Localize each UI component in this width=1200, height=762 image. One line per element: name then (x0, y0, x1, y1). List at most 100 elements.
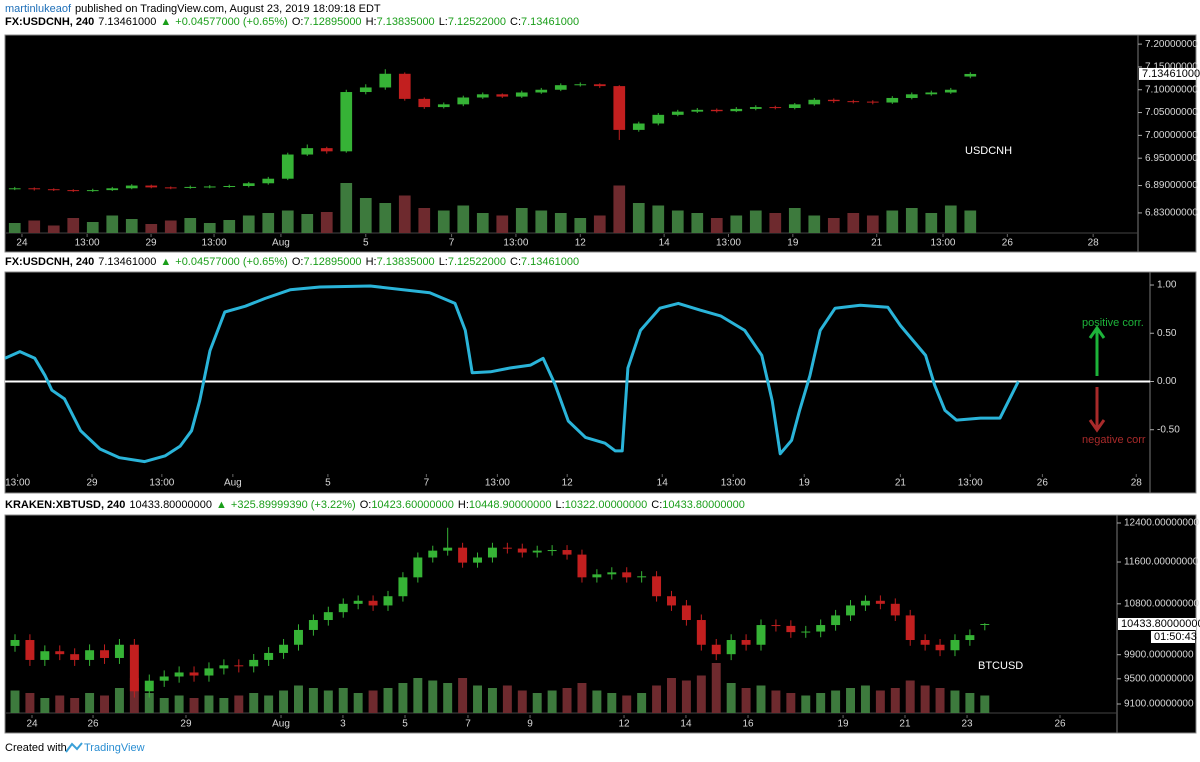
candle-body (437, 104, 450, 108)
candle-body (487, 547, 497, 558)
volume-bar (383, 688, 393, 713)
x-tick-label: 23 (961, 719, 973, 730)
candle-body (189, 672, 199, 676)
x-tick-label: 5 (402, 719, 408, 730)
info-part: +325.89999390 (+3.22%) (231, 499, 356, 511)
volume-bar (652, 205, 665, 233)
volume-bar (47, 225, 60, 233)
author[interactable]: martinlukeaof (5, 3, 72, 15)
volume-bar (379, 203, 392, 233)
y-tick-label: 7.05000000 (1145, 107, 1198, 118)
candle-body (711, 644, 721, 655)
candle-body (517, 548, 527, 553)
volume-bar (547, 690, 557, 713)
candle-body (574, 84, 587, 86)
volume-bar (234, 695, 244, 713)
candle-body (184, 186, 197, 188)
candle-body (860, 600, 870, 606)
candle-body (671, 111, 684, 115)
info-part: FX:USDCNH, 240 (5, 256, 94, 268)
volume-bar (320, 212, 333, 233)
candle-body (944, 89, 957, 93)
candle-body (875, 600, 885, 604)
candle-body (476, 94, 489, 98)
candle-body (144, 680, 154, 692)
footer-prefix: Created with (5, 742, 67, 754)
volume-bar (8, 223, 21, 233)
candle-body (950, 640, 960, 651)
candle-body (696, 620, 706, 645)
candle-body (749, 107, 762, 109)
y-tick-label: 6.83000000 (1145, 208, 1198, 219)
volume-bar (203, 223, 216, 233)
tradingview-logo (65, 742, 83, 753)
volume-bar (816, 693, 826, 713)
y-tick-label: 9500.00000000 (1124, 673, 1194, 684)
volume-bar (144, 693, 154, 713)
volume-bar (242, 215, 255, 233)
volume-bar (771, 690, 781, 713)
footer-brand[interactable]: TradingView (84, 742, 145, 754)
volume-bar (554, 213, 567, 233)
candle-body (413, 557, 423, 578)
y-tick-label: 0.00 (1157, 376, 1177, 387)
volume-bar (593, 215, 606, 233)
x-tick-label: 21 (895, 478, 907, 489)
volume-bar (279, 690, 289, 713)
volume-bar (398, 195, 411, 233)
candle-body (756, 625, 766, 645)
volume-bar (613, 185, 626, 233)
candle-body (925, 92, 938, 95)
candle-body (890, 603, 900, 616)
volume-bar (85, 693, 95, 713)
info-line: KRAKEN:XBTUSD, 240 10433.80000000 ▲ +325.89… (5, 499, 745, 511)
candle-body (85, 650, 95, 660)
info-part: ▲ (216, 499, 227, 511)
candle-body (730, 108, 743, 112)
x-tick-label: 12 (575, 238, 587, 249)
candle-body (8, 188, 21, 190)
candle-body (710, 109, 723, 112)
info-part: 7.12895000 (303, 16, 361, 28)
volume-bar (145, 224, 158, 233)
candle-body (592, 574, 602, 578)
volume-bar (184, 218, 197, 233)
volume-bar (473, 685, 482, 713)
correlation-line (4, 284, 1020, 464)
volume-bar (249, 693, 259, 713)
info-part: 10448.90000000 (469, 499, 552, 511)
candle-body (308, 620, 318, 630)
volume-bar (428, 680, 438, 713)
info-part: H: (458, 499, 469, 511)
volume-bar (681, 680, 691, 713)
volume-bar (437, 210, 450, 233)
volume-bar (353, 693, 363, 713)
volume-bar (70, 698, 80, 713)
volume-bar (28, 220, 41, 233)
volume-bar (55, 695, 65, 713)
y-tick-label: -0.50 (1157, 424, 1180, 435)
volume-bar (398, 683, 408, 713)
info-part: +0.04577000 (+0.65%) (175, 16, 288, 28)
symbol-label: BTCUSD (978, 660, 1023, 672)
info-part: 7.13461000 (521, 16, 579, 28)
candle-body (353, 600, 363, 604)
candle-body (681, 605, 691, 621)
x-tick-label: Aug (272, 238, 290, 249)
x-tick-label: 26 (1002, 238, 1014, 249)
volume-bar (886, 210, 899, 233)
info-part: H: (366, 256, 377, 268)
volume-bar (502, 685, 512, 713)
x-tick-label: 29 (180, 719, 192, 730)
volume-bar (443, 683, 453, 713)
candle-body (281, 154, 294, 179)
volume-bar (749, 210, 762, 233)
volume-bar (10, 690, 20, 713)
volume-bar (458, 678, 468, 713)
candle-body (652, 576, 662, 597)
candle-body (174, 672, 184, 677)
y-tick-label: 0.50 (1157, 328, 1177, 339)
info-part: 7.13835000 (377, 16, 435, 28)
x-tick-label: 16 (742, 719, 754, 730)
x-tick-label: 5 (325, 478, 331, 489)
